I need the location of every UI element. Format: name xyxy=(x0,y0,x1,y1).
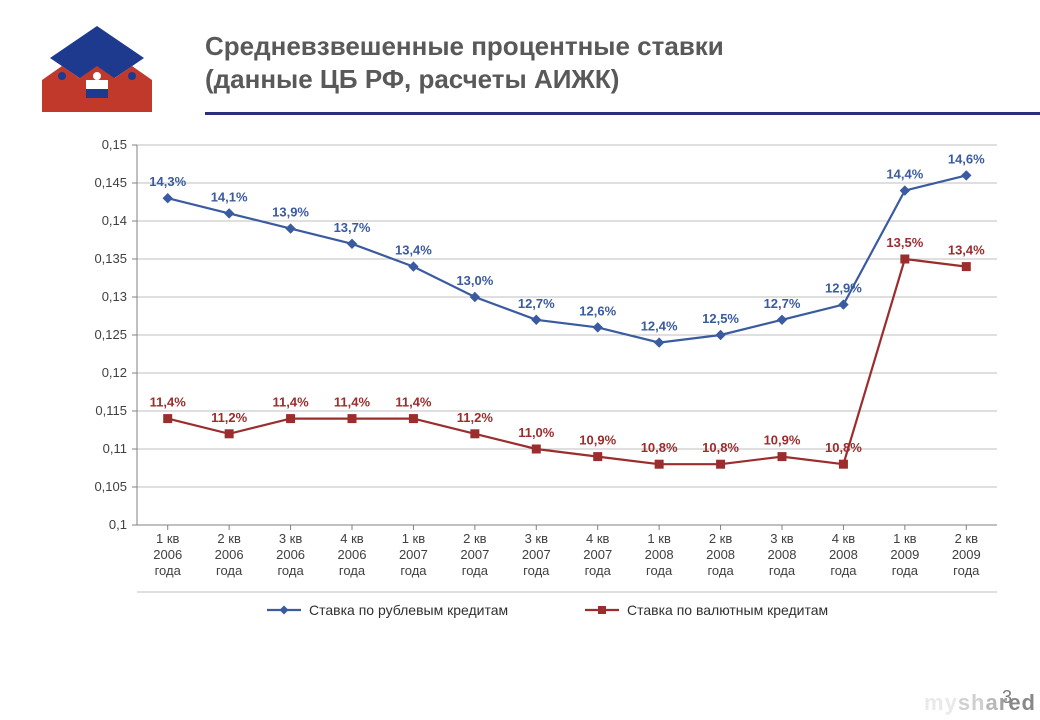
svg-text:года: года xyxy=(585,563,612,578)
title-line-1: Средневзвешенные процентные ставки xyxy=(205,31,724,61)
svg-text:2008: 2008 xyxy=(768,547,797,562)
title-underline xyxy=(205,112,1040,115)
svg-text:0,15: 0,15 xyxy=(102,137,127,152)
svg-text:года: года xyxy=(339,563,366,578)
svg-text:13,9%: 13,9% xyxy=(272,205,309,220)
svg-text:13,4%: 13,4% xyxy=(395,243,432,258)
svg-text:13,5%: 13,5% xyxy=(886,235,923,250)
svg-text:года: года xyxy=(277,563,304,578)
svg-text:12,7%: 12,7% xyxy=(764,296,801,311)
svg-text:2008: 2008 xyxy=(645,547,674,562)
svg-text:14,1%: 14,1% xyxy=(211,189,248,204)
svg-text:13,0%: 13,0% xyxy=(456,273,493,288)
svg-text:10,8%: 10,8% xyxy=(825,440,862,455)
svg-text:2 кв: 2 кв xyxy=(217,531,241,546)
svg-text:0,145: 0,145 xyxy=(94,175,127,190)
slide-title: Средневзвешенные процентные ставки (данн… xyxy=(205,30,1010,95)
svg-text:12,4%: 12,4% xyxy=(641,319,678,334)
svg-text:13,7%: 13,7% xyxy=(334,220,371,235)
svg-text:года: года xyxy=(216,563,243,578)
svg-text:2009: 2009 xyxy=(952,547,981,562)
svg-text:1 кв: 1 кв xyxy=(647,531,671,546)
svg-text:2007: 2007 xyxy=(399,547,428,562)
svg-text:11,4%: 11,4% xyxy=(395,395,432,410)
svg-text:года: года xyxy=(400,563,427,578)
svg-text:3 кв: 3 кв xyxy=(279,531,303,546)
svg-text:года: года xyxy=(769,563,796,578)
svg-text:0,115: 0,115 xyxy=(95,403,127,418)
aizhk-logo xyxy=(32,24,162,114)
svg-text:0,12: 0,12 xyxy=(102,365,127,380)
svg-text:2 кв: 2 кв xyxy=(463,531,487,546)
svg-text:11,2%: 11,2% xyxy=(457,410,494,425)
svg-text:10,9%: 10,9% xyxy=(579,433,616,448)
page-number: 3 xyxy=(1002,687,1012,708)
svg-text:года: года xyxy=(892,563,919,578)
svg-text:12,6%: 12,6% xyxy=(579,303,616,318)
svg-text:2008: 2008 xyxy=(829,547,858,562)
svg-text:14,4%: 14,4% xyxy=(886,167,923,182)
svg-text:2009: 2009 xyxy=(890,547,919,562)
slide: Средневзвешенные процентные ставки (данн… xyxy=(0,0,1040,720)
svg-text:2 кв: 2 кв xyxy=(709,531,733,546)
watermark: myshared xyxy=(924,690,1036,716)
svg-text:12,7%: 12,7% xyxy=(518,296,555,311)
svg-text:2007: 2007 xyxy=(460,547,489,562)
svg-text:Ставка по валютным кредитам: Ставка по валютным кредитам xyxy=(627,602,828,618)
interest-rate-chart: 0,1 0,105 0,11 0,115 0,12 0,125 0,13 0,135 0,14 0… xyxy=(55,135,1010,655)
svg-text:12,5%: 12,5% xyxy=(702,311,739,326)
svg-text:1 кв: 1 кв xyxy=(893,531,917,546)
svg-text:1 кв: 1 кв xyxy=(402,531,426,546)
svg-text:0,13: 0,13 xyxy=(102,289,127,304)
svg-text:11,2%: 11,2% xyxy=(211,410,248,425)
svg-text:0,11: 0,11 xyxy=(103,441,127,456)
svg-text:14,3%: 14,3% xyxy=(149,174,186,189)
svg-text:2006: 2006 xyxy=(276,547,305,562)
svg-text:Ставка по рублевым кредитам: Ставка по рублевым кредитам xyxy=(309,602,508,618)
svg-text:0,105: 0,105 xyxy=(94,479,127,494)
svg-text:1 кв: 1 кв xyxy=(156,531,180,546)
svg-text:2 кв: 2 кв xyxy=(955,531,979,546)
svg-text:0,14: 0,14 xyxy=(102,213,127,228)
svg-text:года: года xyxy=(707,563,734,578)
svg-text:10,9%: 10,9% xyxy=(764,433,801,448)
svg-text:4 кв: 4 кв xyxy=(832,531,856,546)
svg-text:года: года xyxy=(646,563,673,578)
svg-text:13,4%: 13,4% xyxy=(948,243,985,258)
chart-svg: 0,1 0,105 0,11 0,115 0,12 0,125 0,13 0,135 0,14 0… xyxy=(55,135,1010,655)
svg-text:2006: 2006 xyxy=(153,547,182,562)
svg-text:11,4%: 11,4% xyxy=(334,395,371,410)
svg-text:0,135: 0,135 xyxy=(94,251,127,266)
svg-text:года: года xyxy=(155,563,182,578)
svg-text:11,0%: 11,0% xyxy=(518,425,555,440)
svg-text:3 кв: 3 кв xyxy=(525,531,549,546)
svg-text:2007: 2007 xyxy=(583,547,612,562)
svg-text:2008: 2008 xyxy=(706,547,735,562)
svg-text:4 кв: 4 кв xyxy=(586,531,610,546)
svg-text:года: года xyxy=(830,563,857,578)
svg-text:4 кв: 4 кв xyxy=(340,531,364,546)
svg-text:2006: 2006 xyxy=(338,547,367,562)
svg-text:года: года xyxy=(523,563,550,578)
svg-text:11,4%: 11,4% xyxy=(272,395,309,410)
svg-text:10,8%: 10,8% xyxy=(641,440,678,455)
svg-text:года: года xyxy=(953,563,980,578)
svg-text:2006: 2006 xyxy=(215,547,244,562)
svg-text:3 кв: 3 кв xyxy=(770,531,794,546)
svg-text:14,6%: 14,6% xyxy=(948,151,985,166)
svg-text:0,1: 0,1 xyxy=(109,517,127,532)
svg-text:10,8%: 10,8% xyxy=(702,440,739,455)
svg-text:2007: 2007 xyxy=(522,547,551,562)
svg-text:0,125: 0,125 xyxy=(94,327,127,342)
title-line-2: (данные ЦБ РФ, расчеты АИЖК) xyxy=(205,64,619,94)
svg-text:11,4%: 11,4% xyxy=(150,395,187,410)
svg-text:12,9%: 12,9% xyxy=(825,281,862,296)
svg-text:года: года xyxy=(462,563,489,578)
